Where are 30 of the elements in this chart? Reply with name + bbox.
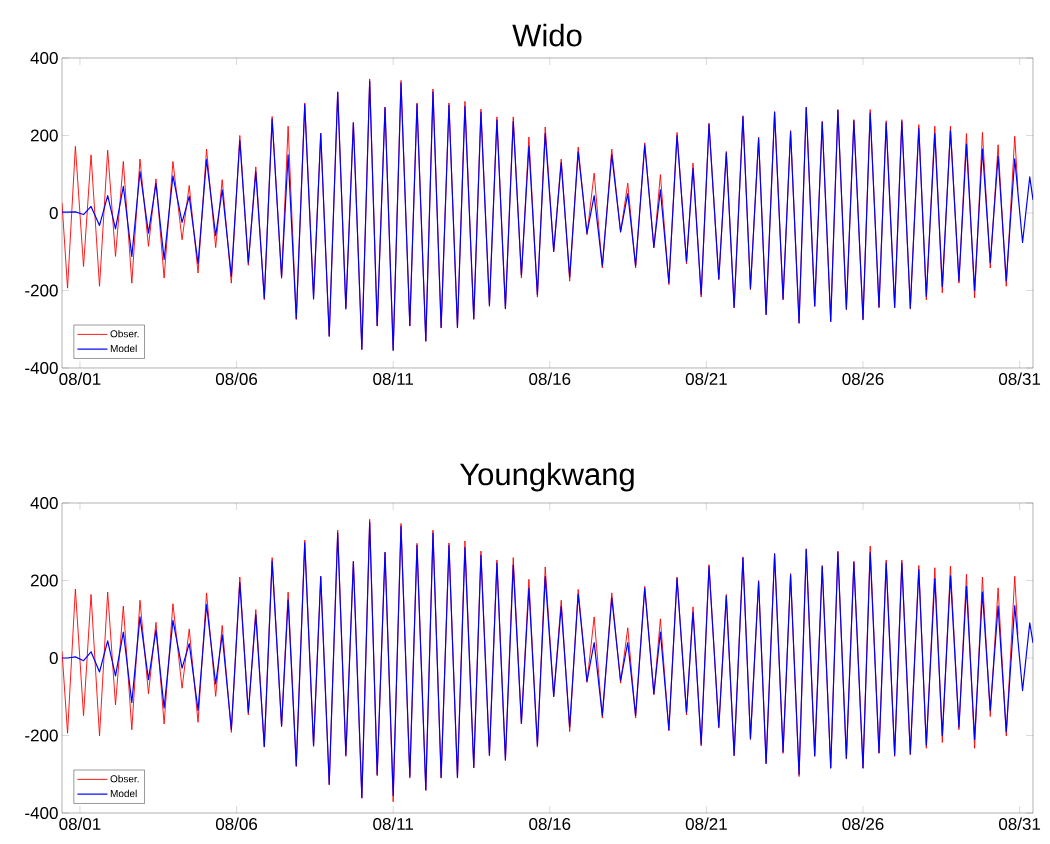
x-tick-label: 08/21 — [685, 372, 727, 386]
chart-title: Wido — [512, 23, 582, 47]
y-tick-label: 200 — [30, 574, 58, 587]
x-tick-label: 08/11 — [373, 372, 413, 386]
y-tick-label: 0 — [49, 651, 58, 665]
x-tick-label: 08/16 — [529, 372, 571, 386]
y-tick-label: -200 — [25, 729, 58, 742]
legend-label: Obser. — [110, 775, 139, 783]
y-tick-label: 400 — [30, 51, 58, 65]
chart-title: Youngkwang — [459, 462, 634, 492]
x-tick-label: 08/31 — [999, 372, 1041, 386]
x-tick-label: 08/01 — [59, 372, 101, 386]
y-tick-label: -400 — [25, 361, 58, 375]
x-tick-label: 08/31 — [999, 817, 1041, 831]
x-tick-label: 08/16 — [529, 817, 571, 831]
x-tick-label: 08/26 — [842, 372, 884, 386]
x-tick-label: 08/06 — [215, 372, 258, 386]
legend-label: Obser. — [110, 330, 139, 338]
y-tick-label: 200 — [30, 129, 58, 142]
x-tick-label: 08/26 — [842, 817, 884, 831]
y-tick-label: 0 — [49, 206, 58, 220]
y-tick-label: -400 — [25, 806, 58, 820]
legend-label: Model — [110, 344, 137, 353]
x-tick-label: 08/21 — [685, 817, 727, 831]
y-tick-label: -200 — [25, 284, 58, 297]
y-tick-label: 400 — [30, 496, 58, 510]
x-tick-label: 08/11 — [373, 817, 413, 831]
x-tick-label: 08/06 — [215, 817, 258, 831]
x-tick-label: 08/01 — [59, 817, 101, 831]
legend-label: Model — [110, 789, 137, 798]
